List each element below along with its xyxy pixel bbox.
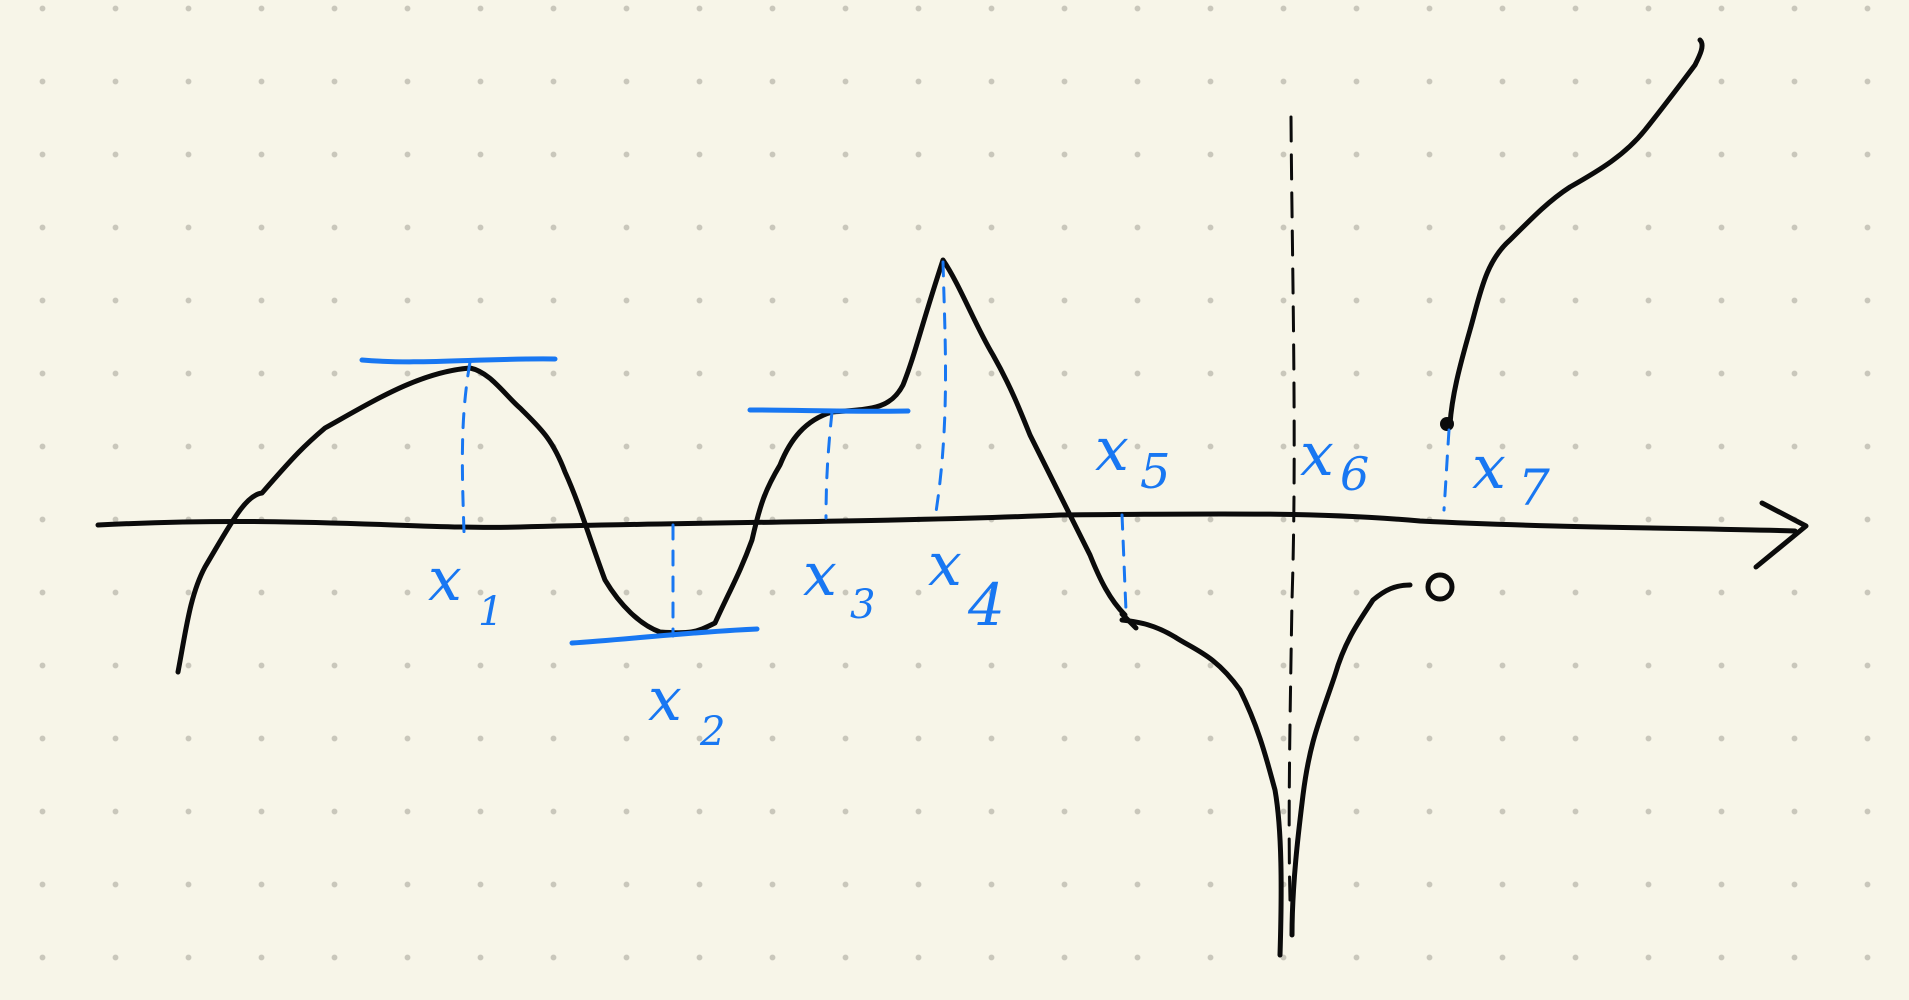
label-x5: x 5 [1095, 415, 1171, 500]
function-curve-from-asymptote [1289, 582, 1413, 938]
label-x3-base: x [803, 540, 837, 610]
label-x4-sub: 4 [967, 571, 1005, 639]
open-circle-marker [1425, 572, 1455, 602]
drop-line-x3 [824, 410, 834, 520]
drop-line-x7 [1442, 428, 1451, 512]
tangent-line-x2 [569, 626, 760, 646]
function-curve-toward-asymptote [1119, 617, 1284, 958]
label-x2-sub: 2 [699, 709, 725, 755]
label-x5-sub: 5 [1140, 444, 1171, 500]
tangent-line-x1 [359, 356, 558, 365]
x-axis [95, 511, 1798, 534]
drop-line-x1 [460, 360, 472, 534]
x-axis-arrowhead [1753, 500, 1809, 570]
label-x7-sub: 7 [1518, 459, 1550, 517]
label-x3: x 3 [803, 540, 875, 628]
vertical-asymptote [1287, 115, 1296, 902]
drop-line-x4 [934, 260, 948, 514]
label-x1-base: x [428, 545, 462, 615]
function-curve-right-branch [1447, 37, 1705, 427]
label-x6-sub: 6 [1340, 447, 1369, 501]
tangent-line-x3 [747, 407, 911, 414]
label-x1-sub: 1 [478, 589, 503, 635]
label-x6: x 6 [1300, 420, 1369, 501]
label-x4: x 4 [928, 530, 1005, 639]
label-x4-base: x [928, 530, 962, 600]
label-x2: x 2 [648, 665, 725, 755]
label-x2-base: x [648, 665, 682, 735]
function-curve-left [175, 257, 1128, 675]
label-x7: x 7 [1472, 433, 1550, 517]
label-x5-base: x [1095, 415, 1129, 485]
label-x6-base: x [1300, 420, 1334, 490]
label-x7-base: x [1472, 433, 1506, 503]
label-x1: x 1 [428, 545, 503, 635]
label-x3-sub: 3 [850, 582, 875, 628]
drop-line-x5 [1120, 513, 1128, 612]
x5-corner-tick [1119, 611, 1139, 631]
